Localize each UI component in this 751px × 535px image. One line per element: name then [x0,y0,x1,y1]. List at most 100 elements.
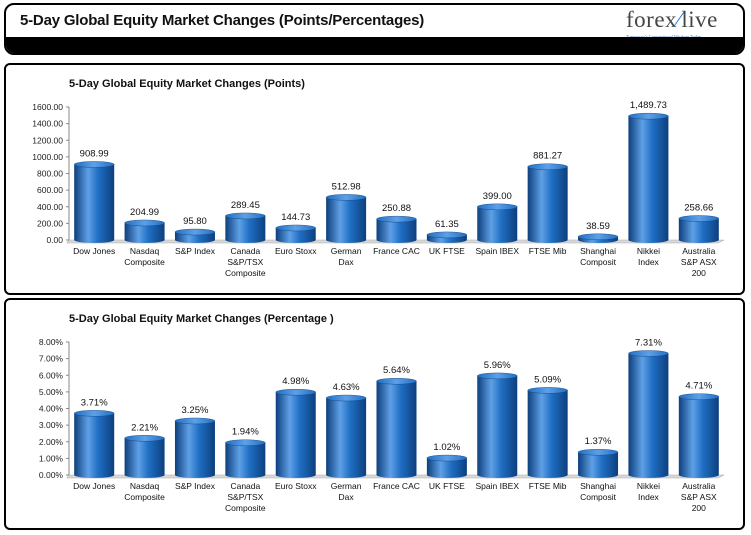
x-tick-label-line: Nasdaq [130,481,160,491]
x-tick-label-line: S&P/TSX [227,257,263,267]
y-tick-label: 7.00% [39,354,64,364]
y-tick-label: 600.00 [37,185,63,195]
y-tick-label: 3.00% [39,420,64,430]
x-tick-label: Shanghai Composit [580,246,617,267]
x-tick-label: Euro Stoxx [275,481,317,491]
x-tick-label-line: Nikkei [637,246,660,256]
x-tick-label-line: Nasdaq [130,246,160,256]
bar-top [225,439,266,446]
y-tick-label: 4.00% [39,404,64,414]
bar-body [628,353,669,478]
bar-body [326,197,367,243]
x-tick-label-line: S&P Index [175,481,216,491]
bar-top [577,449,619,456]
bar-body [174,420,215,478]
bar-body [74,164,115,243]
bar [477,372,518,478]
bar [527,163,568,243]
y-tick-label: 1000.00 [32,152,63,162]
data-label: 204.99 [130,207,159,218]
data-label: 399.00 [483,191,512,202]
y-tick-label: 5.00% [39,387,64,397]
bar-body [326,398,367,478]
data-label: 289.45 [231,200,260,211]
points-chart-panel: 5-Day Global Equity Market Changes (Poin… [4,63,745,295]
bar-top [628,350,669,357]
logo-wordmark: forex⁄live [626,7,718,32]
bar-body [225,215,266,243]
x-tick-label-line: Spain IBEX [476,246,520,256]
bar-top [275,389,316,396]
bar [174,228,216,243]
y-tick-label: 1400.00 [32,119,63,129]
x-tick-label-line: Composite [225,503,266,513]
x-tick-label-line: Composit [580,257,617,267]
x-tick-label-line: Shanghai [580,246,616,256]
x-tick-label-line: Euro Stoxx [275,246,317,256]
x-tick-label-line: Australia [682,481,715,491]
bar [73,410,115,478]
data-label: 2.21% [131,422,158,433]
bar [678,215,720,243]
bar-top [124,219,165,227]
bar [325,394,367,478]
data-label: 3.71% [81,397,108,408]
x-tick-label: Dow Jones [73,246,115,256]
data-label: 5.09% [534,374,561,385]
percentage-chart-panel: 5-Day Global Equity Market Changes (Perc… [4,298,745,530]
x-tick-label: Euro Stoxx [275,246,317,256]
bar [275,389,316,478]
bar-top [325,194,367,201]
bar [477,203,518,243]
bar-top [174,228,216,236]
x-tick-label-line: Dow Jones [73,246,115,256]
data-label: 1.02% [433,442,460,453]
x-tick-label: Australia S&P ASX 200 [681,481,717,513]
x-tick-label-line: Nikkei [637,481,660,491]
x-tick-label: German Dax [331,246,362,267]
x-tick-label: Spain IBEX [476,481,520,491]
x-tick-label-line: S&P Index [175,246,216,256]
x-tick-label-line: Spain IBEX [476,481,520,491]
x-tick-label: Canada S&P/TSX Composite [225,481,266,513]
y-tick-label: 1200.00 [32,135,63,145]
bar [577,233,619,243]
bar-body [124,222,165,243]
x-tick-label-line: Index [638,257,660,267]
bar-body [426,458,467,478]
x-tick-label-line: Australia [682,246,715,256]
x-tick-label: Canada S&P/TSX Composite [225,246,266,278]
bar [275,224,316,243]
bar [225,439,266,478]
data-label: 38.59 [586,221,610,232]
data-label: 5.96% [484,360,511,371]
y-tick-label: 0.00% [39,470,64,480]
bar-top [275,224,316,232]
x-tick-label: UK FTSE [429,481,465,491]
data-label: 7.31% [635,337,662,348]
bar-top [628,112,669,120]
y-tick-label: 400.00 [37,202,63,212]
x-tick-label-line: France CAC [373,246,420,256]
bar [628,350,669,478]
x-tick-label-line: Euro Stoxx [275,481,317,491]
x-tick-label-line: 200 [692,268,706,278]
bar-top [527,387,568,394]
bar-body [376,219,417,243]
header-banner: 5-Day Global Equity Market Changes (Poin… [4,3,745,55]
x-tick-label: German Dax [331,481,362,502]
chart-title: 5-Day Global Equity Market Changes (Poin… [69,78,305,90]
bar-top [325,394,367,402]
x-tick-label: FTSE Mib [529,481,567,491]
x-tick-label-line: Dax [339,257,355,267]
bar-body [678,396,719,478]
bar [628,112,669,243]
x-tick-label: Nasdaq Composite [124,246,165,267]
logo-tagline: Tomorrow's Conventional Wisdom Today [626,34,701,39]
bar-top [73,161,115,168]
y-tick-label: 1.00% [39,453,64,463]
x-tick-label: Australia S&P ASX 200 [681,246,717,278]
forexlive-logo: forex⁄live Tomorrow's Conventional Wisdo… [624,7,724,39]
x-tick-label: Nasdaq Composite [124,481,165,502]
bar [426,231,468,243]
